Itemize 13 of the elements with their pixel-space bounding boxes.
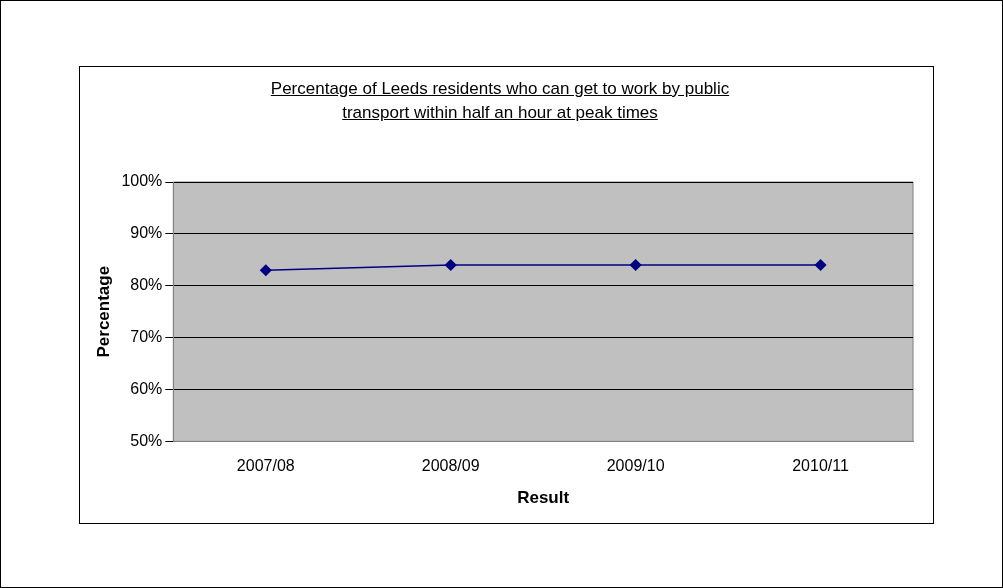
y-tick-label: 70%: [130, 328, 163, 346]
y-tick-label: 100%: [121, 172, 163, 190]
x-tick-label: 2010/11: [792, 457, 849, 475]
y-tick-label: 60%: [130, 379, 163, 397]
chart-title: Percentage of Leeds residents who can get to work by public transport within half an hour at peak times: [269, 78, 731, 124]
x-axis-title: Result: [517, 488, 570, 508]
y-tick-label: 90%: [130, 224, 163, 242]
y-tick-label: 80%: [130, 276, 163, 294]
y-axis-title: Percentage: [93, 265, 113, 358]
y-tick-label: 50%: [130, 431, 163, 449]
x-tick-label: 2007/08: [236, 457, 295, 475]
x-tick-label: 2009/10: [606, 457, 665, 475]
x-tick-label: 2008/09: [421, 457, 480, 475]
